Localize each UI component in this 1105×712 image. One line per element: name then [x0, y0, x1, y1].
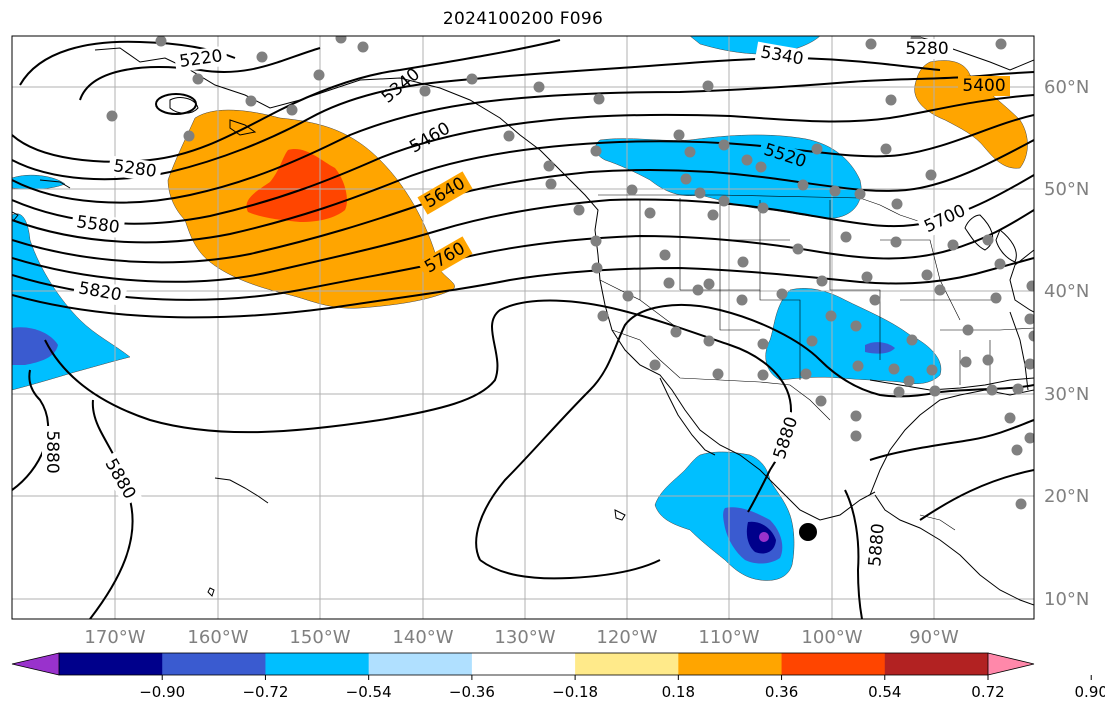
lat-label: 20°N: [1044, 486, 1089, 507]
lon-label: 110°W: [698, 627, 759, 648]
colorbar-extend-left: [12, 653, 59, 675]
colorbar-swatch: [678, 653, 783, 675]
colorbar-swatch: [162, 653, 266, 675]
station-dots: [106, 36, 1034, 510]
colorbar-tick-label: 0.72: [971, 683, 1004, 701]
colorbar-tick-label: 0.54: [868, 683, 901, 701]
colorbar-tick-label: 0.90: [1075, 683, 1105, 701]
lon-label: 140°W: [392, 627, 453, 648]
colorbar-swatch: [265, 653, 370, 675]
lat-label: 30°N: [1044, 384, 1089, 405]
strong-positive-anomaly-pacific: [246, 149, 347, 222]
colorbar-swatch: [368, 653, 473, 675]
lat-label: 40°N: [1044, 281, 1089, 302]
lat-label: 50°N: [1044, 179, 1089, 200]
lon-label: 120°W: [596, 627, 657, 648]
graticule: [12, 36, 1034, 619]
map-title: 2024100200 F096: [442, 9, 604, 29]
strong-negative-anomaly-west-pacific: [12, 327, 58, 365]
peak-negative-anomaly-mexico: [759, 532, 769, 542]
height-contours: [12, 39, 1034, 619]
contour-label: 5400: [962, 76, 1005, 96]
storm-center-marker: [799, 523, 817, 541]
plot-frame: [11, 35, 1035, 620]
colorbar-tick-label: −0.72: [242, 683, 288, 701]
lat-label: 60°N: [1044, 77, 1089, 98]
colorbar-tick-label: 0.36: [765, 683, 798, 701]
lon-label: 100°W: [801, 627, 862, 648]
lon-label: 130°W: [494, 627, 555, 648]
colorbar-swatch: [471, 653, 576, 675]
colorbar-extend-right: [988, 653, 1034, 675]
negative-anomaly-plains: [765, 288, 942, 384]
colorbar-swatch: [59, 653, 163, 675]
lon-label: 160°W: [187, 627, 248, 648]
lon-label: 150°W: [289, 627, 350, 648]
colorbar-tick-label: −0.18: [552, 683, 598, 701]
contour-label: 5880: [42, 430, 62, 473]
contour-label: 5880: [865, 523, 889, 568]
colorbar-tick-label: −0.90: [139, 683, 185, 701]
contour-label: 5280: [905, 39, 948, 59]
lon-label: 170°W: [84, 627, 145, 648]
lat-label: 10°N: [1044, 589, 1089, 610]
colorbar-tick-label: 0.18: [662, 683, 695, 701]
colorbar-swatch: [884, 653, 989, 675]
colorbar-tick-label: −0.36: [449, 683, 495, 701]
lon-label: 90°W: [909, 627, 959, 648]
colorbar-swatch: [575, 653, 679, 675]
colorbar-tick-label: −0.54: [346, 683, 392, 701]
colorbar-swatch: [781, 653, 886, 675]
colorbar: −0.90 −0.72 −0.54 −0.36 −0.18 0.18 0.36 0.54 0.7…: [11, 652, 1105, 701]
